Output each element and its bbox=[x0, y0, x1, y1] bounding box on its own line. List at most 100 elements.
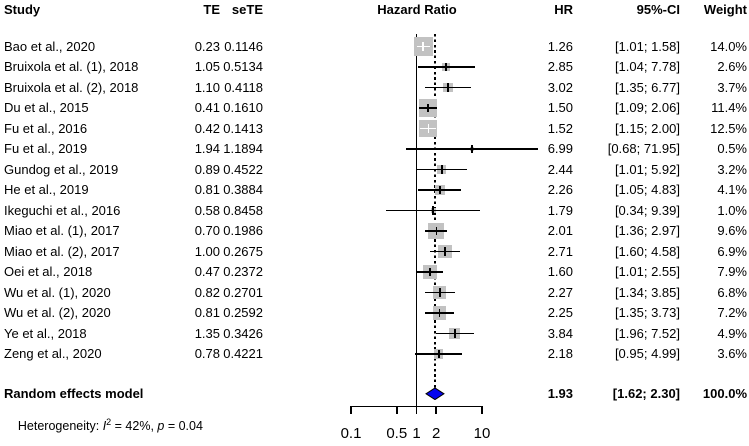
ci-value: [0.68; 71.95] bbox=[607, 141, 680, 156]
ci-value: [0.34; 9.39] bbox=[614, 202, 680, 218]
study-label: Bao et al., 2020 bbox=[4, 38, 96, 54]
sete-value: 0.1413 bbox=[223, 120, 263, 136]
sete-value: 0.1146 bbox=[224, 38, 263, 54]
sete-value: 1.1894 bbox=[223, 141, 263, 156]
heterogeneity-p-symbol: p bbox=[157, 419, 165, 434]
point-estimate-tick-white bbox=[422, 42, 424, 51]
weight-value: 7.9% bbox=[717, 264, 747, 279]
hr-value: 2.01 bbox=[547, 223, 573, 238]
study-label: Fu et al., 2019 bbox=[4, 141, 88, 156]
point-estimate-tick bbox=[447, 83, 449, 92]
hr-value: 1.79 bbox=[547, 202, 573, 218]
heterogeneity-value: = 42%, bbox=[111, 419, 158, 434]
x-axis-tick bbox=[350, 405, 352, 414]
hr-value: 1.26 bbox=[547, 38, 573, 54]
weight-value: 3.6% bbox=[717, 346, 747, 361]
heterogeneity-prefix: Heterogeneity: bbox=[17, 419, 103, 434]
sete-value: 0.2701 bbox=[223, 284, 263, 300]
te-value: 0.78 bbox=[194, 346, 220, 361]
te-value: 1.35 bbox=[194, 325, 220, 341]
point-estimate-tick bbox=[435, 226, 438, 236]
weight-value: 4.9% bbox=[717, 325, 747, 341]
x-axis-tick bbox=[481, 405, 483, 414]
study-label: Ye et al., 2018 bbox=[4, 325, 87, 341]
study-label: Bruixola et al. (2), 2018 bbox=[4, 79, 139, 95]
te-value: 0.41 bbox=[194, 100, 220, 115]
sete-value: 0.2675 bbox=[223, 243, 263, 259]
column-header-hr: HR bbox=[554, 2, 573, 17]
summary-weight-value: 100.0% bbox=[702, 386, 747, 401]
column-header-ci: 95%-CI bbox=[636, 2, 680, 17]
sete-value: 0.8458 bbox=[223, 202, 263, 218]
column-header-sete: seTE bbox=[231, 2, 263, 17]
weight-value: 1.0% bbox=[717, 202, 747, 218]
ci-value: [1.60; 4.58] bbox=[614, 243, 680, 259]
heterogeneity-note: Heterogeneity: I2 = 42%, p = 0.04 bbox=[4, 403, 203, 446]
x-axis-tick bbox=[395, 405, 398, 414]
weight-value: 7.2% bbox=[717, 305, 747, 320]
study-label: Wu et al. (1), 2020 bbox=[4, 284, 111, 300]
heterogeneity-p-value: = 0.04 bbox=[164, 419, 203, 434]
sete-value: 0.1610 bbox=[223, 100, 263, 115]
hr-value: 2.85 bbox=[547, 59, 573, 74]
summary-ci-value: [1.62; 2.30] bbox=[612, 386, 680, 401]
sete-value: 0.3884 bbox=[223, 182, 263, 197]
study-label: He et al., 2019 bbox=[4, 182, 89, 197]
weight-value: 0.5% bbox=[717, 141, 747, 156]
weight-value: 4.1% bbox=[717, 182, 747, 197]
te-value: 0.58 bbox=[194, 202, 220, 218]
weight-value: 6.9% bbox=[717, 243, 747, 259]
ci-value: [1.34; 3.85] bbox=[614, 284, 680, 300]
hr-value: 1.50 bbox=[547, 100, 573, 115]
te-value: 0.89 bbox=[194, 161, 220, 177]
x-axis-tick bbox=[435, 405, 438, 414]
x-axis-tick-label: 0.1 bbox=[340, 425, 362, 442]
x-axis-tick-label: 2 bbox=[432, 425, 441, 442]
ci-value: [1.05; 4.83] bbox=[614, 182, 680, 197]
hr-value: 2.71 bbox=[547, 243, 573, 259]
te-value: 1.94 bbox=[194, 141, 220, 156]
study-label: Bruixola et al. (1), 2018 bbox=[4, 59, 139, 74]
point-estimate-tick bbox=[470, 144, 473, 154]
point-estimate-tick-white bbox=[427, 124, 430, 133]
ci-value: [1.01; 2.55] bbox=[614, 264, 680, 279]
te-value: 0.70 bbox=[194, 223, 220, 238]
weight-value: 14.0% bbox=[710, 38, 747, 54]
summary-hr-value: 1.93 bbox=[547, 386, 573, 401]
ci-value: [1.04; 7.78] bbox=[614, 59, 680, 74]
study-label: Wu et al. (2), 2020 bbox=[4, 305, 111, 320]
hr-value: 1.52 bbox=[547, 120, 573, 136]
study-label: Du et al., 2015 bbox=[4, 100, 89, 115]
sete-value: 0.2592 bbox=[223, 305, 263, 320]
te-value: 0.42 bbox=[194, 120, 220, 136]
heterogeneity-i-symbol: I bbox=[102, 419, 107, 434]
sete-value: 0.5134 bbox=[223, 59, 263, 74]
study-label: Miao et al. (1), 2017 bbox=[4, 223, 120, 238]
ci-value: [0.95; 4.99] bbox=[614, 346, 680, 361]
te-value: 0.81 bbox=[194, 182, 220, 197]
weight-value: 2.6% bbox=[717, 59, 747, 74]
te-value: 0.81 bbox=[194, 305, 220, 320]
te-value: 1.05 bbox=[194, 59, 220, 74]
summary-label: Random effects model bbox=[4, 386, 144, 401]
ci-value: [1.15; 2.00] bbox=[614, 120, 680, 136]
hr-value: 6.99 bbox=[547, 141, 573, 156]
te-value: 1.00 bbox=[194, 243, 220, 259]
study-label: Fu et al., 2016 bbox=[4, 120, 88, 136]
ci-value: [1.35; 3.73] bbox=[614, 305, 680, 320]
x-axis-tick-label: 0.5 bbox=[386, 425, 408, 442]
sete-value: 0.2372 bbox=[223, 264, 263, 279]
hr-value: 3.84 bbox=[547, 325, 573, 341]
x-axis-tick-label: 1 bbox=[412, 425, 421, 442]
sete-value: 0.4118 bbox=[224, 79, 263, 95]
point-estimate-tick bbox=[437, 349, 440, 359]
hr-value: 3.02 bbox=[547, 79, 573, 95]
weight-value: 12.5% bbox=[710, 120, 747, 136]
point-estimate-tick bbox=[438, 308, 441, 318]
sete-value: 0.1986 bbox=[223, 223, 263, 238]
ci-value: [1.96; 7.52] bbox=[614, 325, 680, 341]
point-estimate-tick bbox=[441, 165, 443, 174]
summary-diamond bbox=[425, 387, 446, 401]
weight-value: 6.8% bbox=[717, 284, 747, 300]
